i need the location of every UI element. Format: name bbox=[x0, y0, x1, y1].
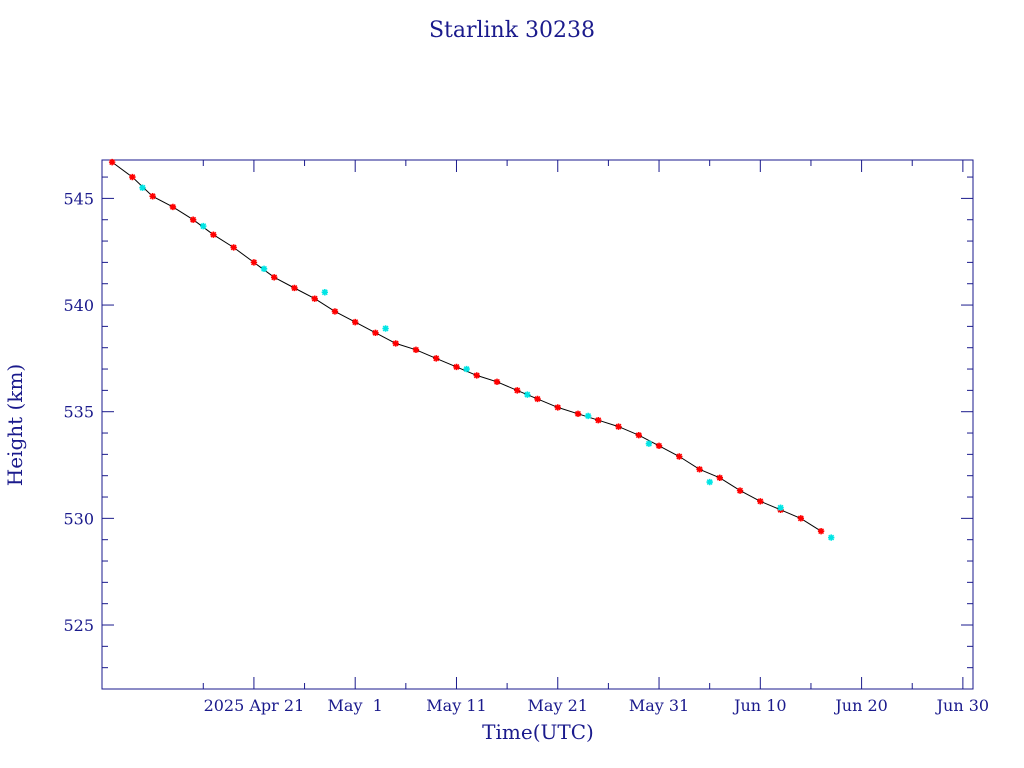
red-star-marker bbox=[412, 346, 420, 354]
y-tick-label: 535 bbox=[63, 403, 94, 422]
red-star-marker bbox=[757, 498, 764, 505]
cyan-star-marker bbox=[524, 391, 531, 398]
red-star-marker bbox=[574, 410, 582, 418]
red-star-marker bbox=[392, 340, 399, 347]
red-star-marker bbox=[108, 158, 116, 166]
x-tick-label: May 21 bbox=[528, 696, 588, 715]
y-tick-label: 530 bbox=[63, 509, 94, 528]
red-star-marker bbox=[210, 231, 217, 238]
cyan-star-marker bbox=[463, 365, 470, 373]
chart-title: Starlink 30238 bbox=[429, 18, 595, 43]
trend-line bbox=[111, 161, 822, 532]
red-star-marker bbox=[169, 203, 177, 211]
red-star-marker bbox=[615, 423, 622, 430]
red-star-marker bbox=[311, 295, 318, 302]
red-star-marker bbox=[797, 515, 805, 522]
red-star-marker bbox=[493, 378, 501, 386]
red-star-marker bbox=[291, 284, 298, 292]
cyan-star-marker bbox=[828, 534, 835, 541]
red-star-marker bbox=[372, 329, 379, 336]
red-star-marker bbox=[149, 193, 156, 200]
cyan-star-marker bbox=[321, 289, 329, 296]
cyan-star-marker bbox=[706, 478, 713, 486]
red-star-marker bbox=[129, 173, 136, 181]
y-tick-label: 525 bbox=[63, 616, 94, 635]
red-star-marker bbox=[554, 404, 561, 411]
trend-polyline bbox=[111, 161, 822, 532]
cyan-star-marker bbox=[645, 440, 653, 447]
cyan-star-marker bbox=[139, 184, 146, 191]
red-star-marker bbox=[736, 487, 744, 494]
y-tick-label: 540 bbox=[63, 296, 94, 315]
red-star-marker bbox=[514, 387, 521, 394]
red-star-marker bbox=[230, 244, 237, 251]
y-axis-label: Height (km) bbox=[3, 364, 27, 486]
red-star-marker bbox=[250, 259, 258, 266]
x-tick-label: Jun 30 bbox=[935, 696, 989, 715]
red-star-marker bbox=[433, 355, 440, 362]
red-star-marker bbox=[331, 308, 339, 315]
cyan-markers bbox=[139, 184, 835, 541]
x-tick-label: May 1 bbox=[328, 696, 383, 715]
red-star-marker bbox=[595, 417, 602, 424]
red-star-marker bbox=[655, 442, 663, 450]
x-axis-label: Time(UTC) bbox=[482, 720, 594, 744]
red-star-marker bbox=[189, 216, 197, 223]
cyan-star-marker bbox=[584, 412, 592, 420]
red-star-marker bbox=[676, 453, 683, 460]
cyan-star-marker bbox=[260, 265, 268, 272]
y-tick-label: 545 bbox=[63, 189, 94, 208]
red-star-marker bbox=[351, 318, 359, 326]
x-tick-label: May 11 bbox=[426, 696, 486, 715]
red-star-marker bbox=[270, 274, 278, 281]
x-tick-label: 2025 Apr 21 bbox=[204, 696, 305, 715]
red-star-marker bbox=[696, 466, 703, 473]
red-star-marker bbox=[534, 395, 541, 403]
red-star-marker bbox=[635, 431, 642, 439]
red-star-marker bbox=[453, 363, 460, 371]
red-star-marker bbox=[716, 474, 724, 482]
plot-frame bbox=[101, 159, 974, 690]
x-axis: 2025 Apr 21 May 1 May 11 May 21 May 31 Jun 10… bbox=[202, 160, 989, 715]
y-axis: 525 530 535 540 545 bbox=[63, 176, 973, 690]
cyan-star-marker bbox=[382, 325, 389, 332]
red-markers bbox=[108, 158, 825, 535]
x-tick-label: Jun 10 bbox=[732, 696, 786, 715]
red-star-marker bbox=[817, 527, 825, 535]
cyan-star-marker bbox=[200, 222, 207, 230]
red-star-marker bbox=[473, 372, 480, 379]
x-tick-label: Jun 20 bbox=[833, 696, 887, 715]
cyan-star-marker bbox=[777, 504, 784, 511]
x-tick-label: May 31 bbox=[629, 696, 689, 715]
